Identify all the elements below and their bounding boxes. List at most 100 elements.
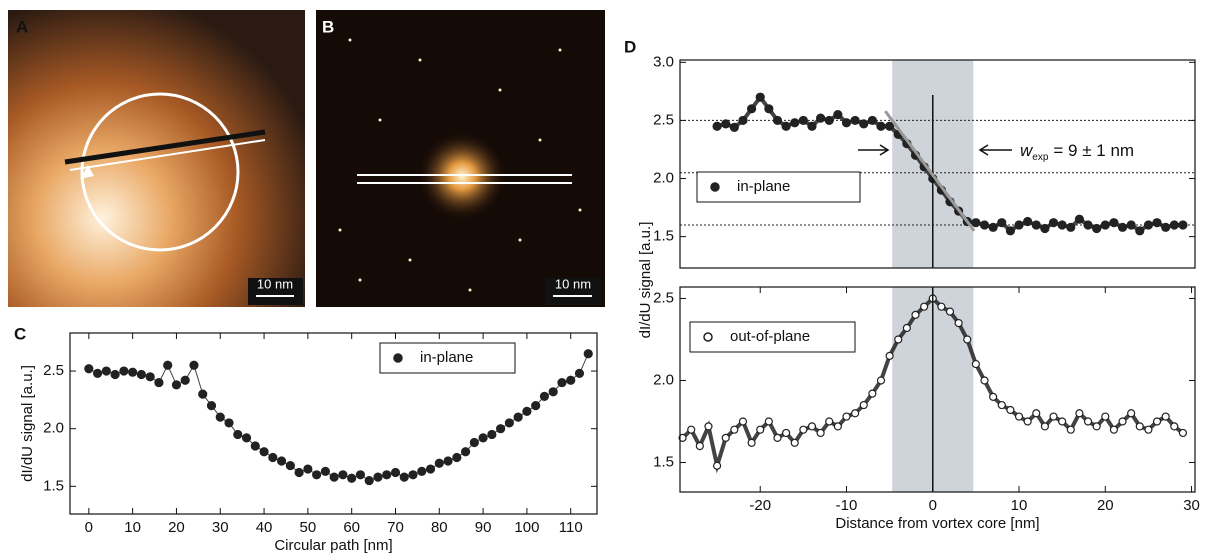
point [259, 447, 269, 457]
point [1083, 220, 1093, 230]
point [276, 456, 287, 466]
point [868, 389, 877, 398]
point [798, 115, 808, 126]
y-tick-label: 2.5 [653, 111, 674, 128]
point [1006, 405, 1015, 415]
point [443, 456, 453, 466]
arrow [858, 144, 890, 156]
point [320, 466, 330, 476]
point [250, 441, 260, 451]
point [980, 376, 989, 385]
x-tick-label: 70 [387, 519, 404, 536]
x-tick-label: 100 [514, 519, 539, 536]
point [539, 391, 550, 402]
point [756, 425, 765, 434]
x-tick-label: 20 [168, 519, 185, 536]
point [963, 335, 972, 344]
point [522, 406, 532, 416]
point [163, 360, 173, 370]
fit-line [884, 110, 976, 232]
point [1178, 428, 1188, 438]
legend-box [689, 321, 856, 353]
x-tick-label: 90 [475, 519, 492, 536]
point [859, 400, 868, 410]
point [1040, 422, 1049, 431]
x-axis-label: Distance from vortex core [nm] [835, 515, 1039, 532]
point [1161, 412, 1170, 421]
point [885, 351, 894, 360]
point [997, 400, 1006, 410]
y-tick-label: 2.5 [43, 362, 64, 379]
point [988, 222, 998, 232]
point [1118, 417, 1127, 426]
x-tick-label: -10 [836, 497, 858, 514]
point [971, 218, 981, 228]
point [303, 464, 313, 474]
image-a: A 10 nm [8, 10, 305, 307]
point [1075, 409, 1084, 418]
point [233, 429, 243, 440]
point [1100, 220, 1110, 230]
legend-marker [703, 332, 713, 342]
point [101, 366, 111, 376]
y-tick-label: 1.5 [43, 477, 64, 494]
point [1066, 222, 1076, 232]
point [859, 119, 869, 129]
point [730, 425, 739, 434]
point [574, 368, 585, 378]
annotation-rest: = 9 ± 1 nm [1053, 141, 1134, 160]
point [1057, 220, 1067, 230]
point [747, 438, 756, 447]
point [1040, 223, 1050, 234]
x-tick-label: 40 [256, 519, 273, 536]
point [721, 119, 731, 129]
point [1109, 218, 1119, 228]
point [746, 104, 757, 114]
point [851, 409, 860, 418]
point [816, 113, 826, 123]
point [329, 472, 339, 482]
point [850, 115, 860, 126]
legend-marker [393, 353, 403, 363]
point [1049, 412, 1058, 421]
point [1092, 223, 1102, 234]
point [1143, 220, 1154, 230]
point [687, 425, 696, 434]
point [1178, 220, 1188, 230]
plot-frame [679, 286, 1196, 493]
point [712, 461, 722, 470]
point [738, 115, 748, 126]
point [1126, 220, 1136, 230]
x-tick-label: -20 [749, 497, 771, 514]
y-axis-label: dI/dU signal [a.u.] [637, 222, 654, 339]
point [513, 412, 523, 422]
point [198, 389, 208, 399]
point [773, 433, 782, 442]
point [678, 433, 687, 442]
y-axis-label: dI/dU signal [a.u.] [19, 365, 36, 482]
point [1161, 222, 1171, 232]
point [1169, 220, 1179, 230]
point [417, 466, 427, 476]
point [704, 422, 713, 431]
plot-frame [679, 59, 1196, 269]
point [695, 441, 704, 451]
point [548, 387, 558, 397]
point [729, 122, 739, 132]
point [364, 475, 374, 486]
point [920, 302, 929, 311]
point [1023, 417, 1032, 426]
point [425, 464, 436, 474]
point [790, 438, 799, 447]
point [1170, 422, 1179, 431]
scale-label: 10 nm [555, 276, 591, 291]
point [1023, 216, 1033, 227]
point [434, 458, 444, 468]
point [764, 104, 774, 114]
point [224, 418, 234, 428]
point [867, 115, 877, 126]
point [355, 470, 366, 480]
x-tick-label: 10 [1011, 497, 1028, 514]
point [1014, 220, 1024, 230]
point [128, 367, 138, 377]
